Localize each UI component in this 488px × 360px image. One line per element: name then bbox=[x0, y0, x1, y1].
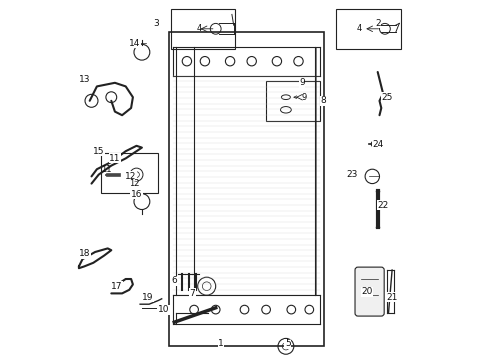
Text: 1: 1 bbox=[218, 339, 224, 348]
Text: 24: 24 bbox=[371, 140, 383, 149]
Text: 9: 9 bbox=[299, 78, 305, 87]
Text: 23: 23 bbox=[346, 170, 357, 179]
Text: 11: 11 bbox=[101, 165, 111, 174]
Text: 8: 8 bbox=[320, 96, 326, 105]
Text: 9: 9 bbox=[301, 93, 306, 102]
Text: 5: 5 bbox=[284, 339, 290, 348]
Text: 14: 14 bbox=[129, 39, 140, 48]
Text: 25: 25 bbox=[380, 93, 391, 102]
Text: 10: 10 bbox=[158, 305, 169, 314]
Text: 17: 17 bbox=[111, 282, 122, 291]
Text: 2: 2 bbox=[374, 19, 380, 28]
Text: 11: 11 bbox=[109, 154, 121, 163]
Text: 12: 12 bbox=[129, 179, 140, 188]
Text: 21: 21 bbox=[386, 292, 397, 302]
Text: 13: 13 bbox=[79, 75, 90, 84]
Text: 19: 19 bbox=[141, 292, 153, 302]
Text: 4: 4 bbox=[356, 24, 362, 33]
FancyBboxPatch shape bbox=[354, 267, 384, 316]
Text: 4: 4 bbox=[197, 24, 202, 33]
Text: 3: 3 bbox=[153, 19, 159, 28]
Text: 16: 16 bbox=[130, 190, 142, 199]
Bar bbox=[168, 32, 323, 346]
Text: 6: 6 bbox=[171, 276, 177, 285]
Text: 12: 12 bbox=[125, 172, 137, 181]
Text: 22: 22 bbox=[377, 201, 388, 210]
Text: 20: 20 bbox=[361, 287, 372, 296]
Text: 7: 7 bbox=[189, 289, 195, 298]
Text: 18: 18 bbox=[79, 249, 90, 258]
Text: 15: 15 bbox=[93, 147, 104, 156]
